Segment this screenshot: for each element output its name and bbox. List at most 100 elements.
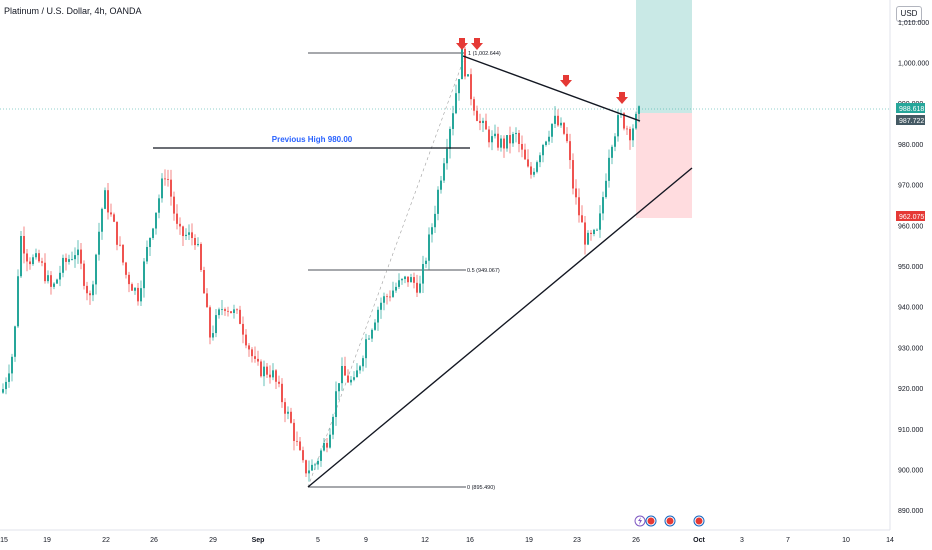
price-tick-label: 920.000 xyxy=(898,386,923,393)
candle-body xyxy=(215,315,217,334)
target-zone[interactable] xyxy=(636,0,692,113)
candle-body xyxy=(389,296,391,298)
time-tick-label: 23 xyxy=(573,537,581,544)
candle-body xyxy=(107,190,109,213)
candle-body xyxy=(335,391,337,418)
candle-body xyxy=(539,155,541,163)
candle-body xyxy=(467,74,469,77)
candle-body xyxy=(146,246,148,262)
candle-body xyxy=(233,309,235,314)
candle-body xyxy=(425,260,427,265)
candle-body xyxy=(242,323,244,335)
candle-body xyxy=(290,411,292,423)
time-tick-label: 14 xyxy=(886,537,894,544)
candle-body xyxy=(590,232,592,235)
current-price-badge: 988.618 xyxy=(896,103,925,113)
candle-body xyxy=(479,120,481,124)
candle-body xyxy=(143,261,145,289)
candle-body xyxy=(509,135,511,144)
candle-body xyxy=(161,178,163,199)
candle-body xyxy=(500,138,502,148)
price-tick-label: 930.000 xyxy=(898,345,923,352)
candle-body xyxy=(506,135,508,149)
candle-body xyxy=(422,264,424,284)
descending-trendline[interactable] xyxy=(462,55,641,122)
candle-body xyxy=(338,383,340,392)
stop-zone[interactable] xyxy=(636,113,692,218)
candle-body xyxy=(437,189,439,214)
candle-body xyxy=(32,257,34,265)
candle-body xyxy=(167,179,169,180)
candle-body xyxy=(122,244,124,263)
candle-body xyxy=(170,179,172,197)
candle-body xyxy=(53,283,55,287)
candle-body xyxy=(629,128,631,141)
candlestick-series xyxy=(2,42,640,482)
candle-body xyxy=(434,213,436,228)
candle-body xyxy=(287,411,289,414)
candle-body xyxy=(497,133,499,148)
price-axis[interactable]: 890.000 900.000 910.000 920.000 930.000 940.0… xyxy=(898,20,929,515)
down-arrow-icon xyxy=(616,92,628,104)
candle-body xyxy=(563,122,565,134)
candle-body xyxy=(305,460,307,474)
price-tick-label: 1,000.000 xyxy=(898,61,929,68)
previous-price-badge: 987.722 xyxy=(896,115,925,125)
candle-body xyxy=(248,345,250,350)
down-arrow-icon xyxy=(560,75,572,87)
candle-body xyxy=(626,128,628,130)
candle-body xyxy=(257,358,259,362)
candle-body xyxy=(236,309,238,311)
candle-body xyxy=(503,138,505,149)
candle-body xyxy=(476,110,478,121)
candle-body xyxy=(164,178,166,180)
candle-body xyxy=(308,470,310,474)
candle-body xyxy=(431,227,433,235)
touch-markers xyxy=(456,38,628,104)
candle-body xyxy=(323,442,325,451)
ascending-trendline[interactable] xyxy=(307,167,693,488)
candle-body xyxy=(149,237,151,247)
candle-body xyxy=(311,464,313,471)
candle-body xyxy=(293,422,295,441)
candle-body xyxy=(47,275,49,282)
candle-body xyxy=(260,361,262,377)
candle-body xyxy=(572,160,574,189)
candle-body xyxy=(635,113,637,129)
time-tick-label: 19 xyxy=(525,537,533,544)
time-tick-label: 5 xyxy=(316,537,320,544)
candle-body xyxy=(41,261,43,263)
candle-body xyxy=(188,232,190,235)
candle-body xyxy=(569,141,571,161)
candle-body xyxy=(203,270,205,294)
candle-body xyxy=(353,377,355,380)
candle-body xyxy=(302,450,304,461)
candle-body xyxy=(275,370,277,382)
candle-body xyxy=(74,255,76,260)
candle-body xyxy=(212,333,214,338)
candle-body xyxy=(11,356,13,374)
candle-body xyxy=(272,370,274,378)
candle-body xyxy=(152,228,154,238)
candle-body xyxy=(380,302,382,310)
candle-body xyxy=(617,115,619,137)
candle-body xyxy=(485,120,487,130)
candle-body xyxy=(2,389,4,393)
time-axis[interactable]: 15 19 22 26 29 Sep 5 9 12 16 19 23 26 Oct 3 7 10 14 xyxy=(0,537,894,544)
candle-body xyxy=(62,257,64,273)
candle-body xyxy=(284,402,286,414)
candle-body xyxy=(545,141,547,145)
candle-body xyxy=(452,113,454,129)
candle-body xyxy=(86,285,88,294)
candle-body xyxy=(458,79,460,94)
candle-body xyxy=(155,212,157,229)
time-tick-label: 22 xyxy=(102,537,110,544)
currency-button[interactable]: USD xyxy=(896,6,922,22)
candle-body xyxy=(239,309,241,324)
price-tick-label: 890.000 xyxy=(898,508,923,515)
time-tick-label: 12 xyxy=(421,537,429,544)
price-tick-label: 970.000 xyxy=(898,183,923,190)
candle-body xyxy=(191,232,193,239)
event-icons[interactable] xyxy=(634,515,705,527)
